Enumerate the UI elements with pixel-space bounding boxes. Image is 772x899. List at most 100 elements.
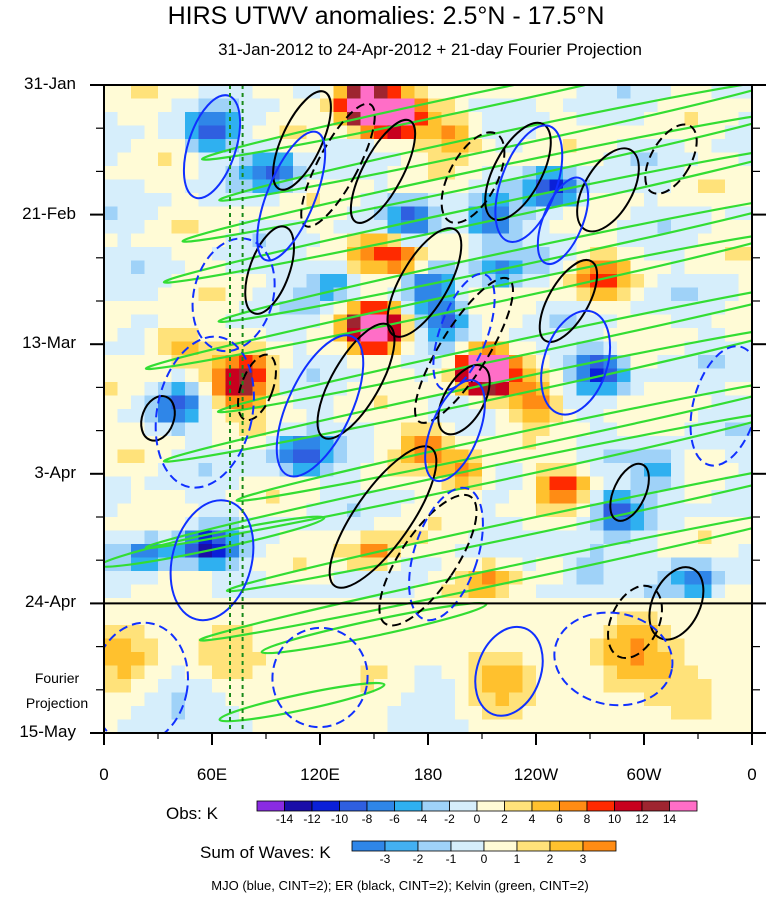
heat-cell [387, 206, 402, 221]
x-tick-label: 120E [300, 765, 340, 784]
heat-cell [117, 463, 132, 478]
heat-cell [414, 85, 429, 100]
heat-cell [225, 638, 240, 653]
heat-cell [360, 571, 375, 586]
heat-cell [563, 436, 578, 451]
er-contour [237, 353, 277, 422]
heat-cell [590, 98, 605, 113]
heat-cell [711, 719, 726, 733]
heat-cell [104, 476, 119, 491]
heat-cell [185, 517, 200, 532]
heat-cell [387, 692, 402, 707]
heat-cell [455, 503, 470, 518]
heat-cell [144, 517, 159, 532]
heat-cell [185, 557, 200, 572]
heat-cell [158, 314, 173, 329]
heat-cell [117, 112, 132, 127]
heat-cell [563, 382, 578, 397]
heat-cell [671, 301, 686, 316]
heat-cell [684, 584, 699, 599]
heat-cell [347, 355, 362, 370]
heat-cell [522, 679, 537, 694]
heat-cell [212, 139, 227, 154]
heat-cell [725, 355, 740, 370]
er-contour [328, 445, 438, 589]
heat-cell [387, 436, 402, 451]
heat-cell [104, 274, 119, 289]
heat-cell [671, 179, 686, 194]
heat-cell [576, 692, 591, 707]
heat-cell [239, 355, 254, 370]
heat-cell [374, 274, 389, 289]
kelvin-contour [218, 85, 752, 202]
heat-cell [131, 692, 146, 707]
heat-cell [117, 206, 132, 221]
heat-cell [482, 409, 497, 424]
heat-cell [333, 706, 348, 721]
er-contour [316, 322, 396, 440]
heat-cell [455, 125, 470, 140]
heat-cell [266, 274, 281, 289]
heat-cell [401, 571, 416, 586]
heat-cell [360, 193, 375, 208]
er-contour [484, 121, 552, 222]
heat-cell [239, 544, 254, 559]
heat-cell [387, 382, 402, 397]
heat-cell [144, 598, 159, 613]
heat-cell [198, 706, 213, 721]
heat-cell [104, 692, 119, 707]
heat-cell [266, 85, 281, 100]
heat-cell [117, 314, 132, 329]
heat-cell [563, 112, 578, 127]
heat-cell [117, 85, 132, 100]
heat-cell [657, 274, 672, 289]
heat-cell [522, 611, 537, 626]
heat-cell [522, 598, 537, 613]
heat-cell [468, 719, 483, 733]
heat-cell [644, 395, 659, 410]
heat-cell [239, 112, 254, 127]
heat-cell [522, 382, 537, 397]
heat-cell [738, 638, 752, 653]
heat-cell [509, 341, 524, 356]
heat-cell [495, 665, 510, 680]
heat-cell [630, 679, 645, 694]
heat-cell [455, 719, 470, 733]
heat-cell [414, 652, 429, 667]
heat-cell [711, 611, 726, 626]
mjo-contour [275, 334, 365, 478]
heat-cell [630, 409, 645, 424]
heat-cell [522, 638, 537, 653]
heat-cell [144, 665, 159, 680]
heat-cell [171, 665, 186, 680]
heat-cell [590, 449, 605, 464]
heat-cell [590, 368, 605, 383]
heat-cell [711, 557, 726, 572]
heat-cell [657, 98, 672, 113]
heat-cell [549, 220, 564, 235]
heat-cell [671, 368, 686, 383]
heat-cell [590, 490, 605, 505]
heat-cell [387, 490, 402, 505]
heat-cell [239, 193, 254, 208]
heat-cell [509, 584, 524, 599]
heat-cell [725, 652, 740, 667]
heat-cell [684, 449, 699, 464]
heat-cell [617, 706, 632, 721]
heat-cell [104, 517, 119, 532]
heat-cell [333, 598, 348, 613]
heat-cell [671, 112, 686, 127]
heat-cell [333, 274, 348, 289]
heat-cell [684, 692, 699, 707]
heat-cell [198, 220, 213, 235]
heat-cell [738, 517, 752, 532]
heat-cell [185, 395, 200, 410]
heat-cell [725, 463, 740, 478]
heat-cell [563, 665, 578, 680]
heat-cell [455, 98, 470, 113]
heat-cell [158, 287, 173, 302]
heat-cell [185, 436, 200, 451]
heat-cell [414, 382, 429, 397]
heat-cell [131, 193, 146, 208]
heat-cell [158, 220, 173, 235]
